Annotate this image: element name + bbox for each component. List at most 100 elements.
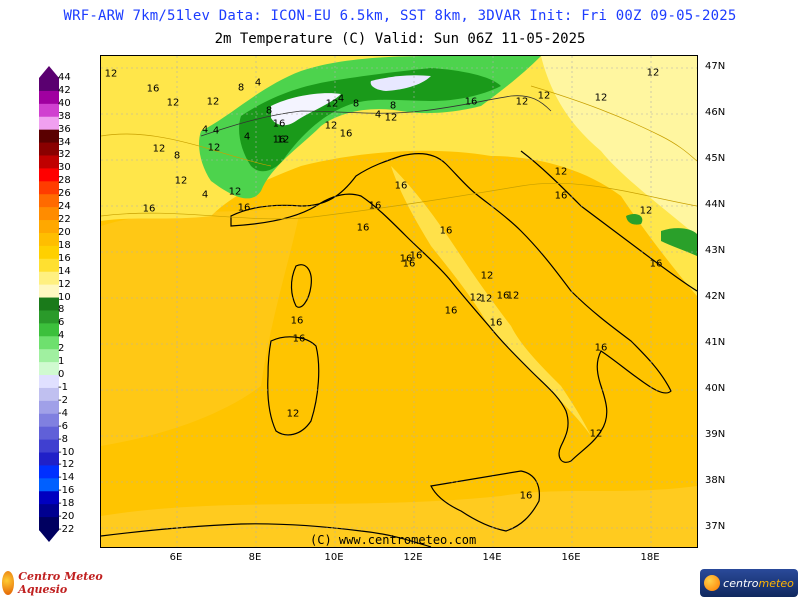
isotherm-label: 12 xyxy=(207,142,221,154)
longitude-label: 16E xyxy=(561,552,581,563)
colorbar-tick-label: 38 xyxy=(58,110,71,122)
centro-meteo-aquesio-logo: Centro Meteo Aquesio xyxy=(2,570,112,596)
isotherm-label: 12 xyxy=(469,292,483,304)
colorbar-swatch xyxy=(39,452,59,466)
coastlines xyxy=(101,150,697,547)
isotherm-label: 4 xyxy=(374,109,382,121)
colorbar-tick-label: 26 xyxy=(58,188,71,200)
logo-right-text: centrometeo xyxy=(723,576,794,590)
isotherm-label: 12 xyxy=(554,166,568,178)
colorbar-swatch xyxy=(39,90,59,105)
isotherm-label: 12 xyxy=(228,186,242,198)
colorbar-swatch xyxy=(39,426,59,441)
colorbar-tick-label: -20 xyxy=(58,511,75,523)
colorbar-tick-label: 0 xyxy=(58,369,65,381)
colorbar-swatch xyxy=(39,103,59,118)
colorbar-swatch xyxy=(39,142,59,156)
latitude-label: 42N xyxy=(705,291,726,302)
isotherm-label: 16 xyxy=(439,225,453,237)
field-sea-14-16 xyxy=(101,206,301,446)
colorbar-swatch xyxy=(39,194,59,208)
isotherm-label: 4 xyxy=(212,125,220,137)
colorbar-tick-label: 12 xyxy=(58,278,71,290)
isotherm-label: 12 xyxy=(506,290,520,302)
isotherm-label: 12 xyxy=(286,408,300,420)
corsica xyxy=(290,264,312,308)
field-alps-white-2 xyxy=(370,75,431,91)
longitude-label: 8E xyxy=(248,552,262,563)
lat-lon-grid xyxy=(101,56,697,547)
colorbar-swatch xyxy=(39,168,59,182)
colorbar-tick-label: -2 xyxy=(58,394,68,406)
latitude-label: 43N xyxy=(705,245,726,256)
isotherm-label: 16 xyxy=(594,342,608,354)
colorbar-swatch xyxy=(39,258,59,273)
sardinia xyxy=(267,336,320,436)
isotherm-label: 4 xyxy=(243,131,251,143)
isotherm-label: 16 xyxy=(399,253,413,265)
isotherm-label: 12 xyxy=(166,97,180,109)
isotherm-label: 16 xyxy=(368,200,382,212)
colorbar-swatch xyxy=(39,297,59,311)
centrometeo-logo[interactable]: centrometeo xyxy=(700,569,798,597)
isotherm-label: 16 xyxy=(444,305,458,317)
colorbar-tick-label: 24 xyxy=(58,201,71,213)
colorbar-swatch xyxy=(39,271,59,286)
colorbar-tick-label: -18 xyxy=(58,498,75,510)
colorbar-swatch xyxy=(39,478,59,492)
isotherm-label: 16 xyxy=(394,180,408,192)
colorbar-tick-label: 1 xyxy=(58,356,65,368)
adriatic-east xyxy=(520,150,697,292)
temperature-map[interactable]: 12 16 12 12 8 4 4 8 4 4 8 12 16 12 12 16 12 4 12 16 16 4 12 12 8… xyxy=(100,55,698,548)
latitude-label: 45N xyxy=(705,153,726,164)
isotherm-label: 16 xyxy=(339,128,353,140)
field-balkan-green-2 xyxy=(626,213,643,225)
colorbar-tick-label: 22 xyxy=(58,214,71,226)
isotherm-label: 16 xyxy=(464,96,478,108)
colorbar-tick-label: 18 xyxy=(58,239,71,251)
isotherm-label: 12 xyxy=(174,175,188,187)
isotherm-label: 4 xyxy=(337,93,345,105)
copyright-text: (C) www.centrometeo.com xyxy=(310,533,477,547)
colorbar-swatch xyxy=(39,439,59,454)
colorbar-swatch xyxy=(39,362,59,376)
isotherm-label: 16 xyxy=(409,250,423,262)
colorbar-tick-label: 4 xyxy=(58,330,65,342)
isotherm-label: 16 xyxy=(554,190,568,202)
isotherm-label: 8 xyxy=(389,100,397,112)
isotherm-label: 8 xyxy=(265,105,273,117)
globe-logo-icon xyxy=(704,575,721,591)
isotherm-label: 12 xyxy=(479,293,493,305)
isotherm-lines xyxy=(101,85,697,220)
field-10-12-ne xyxy=(541,56,697,236)
colorbar-tick-label: 8 xyxy=(58,304,65,316)
isotherm-label: 16 xyxy=(519,490,533,502)
colorbar-swatch xyxy=(39,207,59,221)
colorbar-tick-label: 10 xyxy=(58,291,71,303)
isotherm-label: 12 xyxy=(589,428,603,440)
latitude-label: 44N xyxy=(705,199,726,210)
isotherm-label: 8 xyxy=(173,150,181,162)
colorbar-tick-label: 42 xyxy=(58,84,71,96)
colorbar-tick-label: 2 xyxy=(58,343,65,355)
isotherm-label: 12 xyxy=(594,92,608,104)
isotherm-label: 12 xyxy=(152,143,166,155)
colorbar-swatch xyxy=(39,504,59,518)
field-alps-white xyxy=(271,93,341,126)
isotherm-label: 4 xyxy=(254,77,262,89)
africa-coast xyxy=(101,523,432,547)
colorbar-swatch xyxy=(39,400,59,415)
sun-logo-icon xyxy=(2,571,15,595)
field-sea-south xyxy=(101,486,697,547)
isotherm-label: 12 xyxy=(324,120,338,132)
borders xyxy=(200,95,552,137)
colorbar-top-arrow xyxy=(39,66,59,78)
longitude-label: 18E xyxy=(640,552,660,563)
colorbar-tick-label: -12 xyxy=(58,459,75,471)
longitude-label: 12E xyxy=(403,552,423,563)
temperature-colorbar xyxy=(39,66,59,542)
colorbar-tick-label: 36 xyxy=(58,123,71,135)
colorbar-swatch xyxy=(39,491,59,505)
colorbar-swatch xyxy=(39,349,59,363)
isotherm-label: 12 xyxy=(104,68,118,80)
